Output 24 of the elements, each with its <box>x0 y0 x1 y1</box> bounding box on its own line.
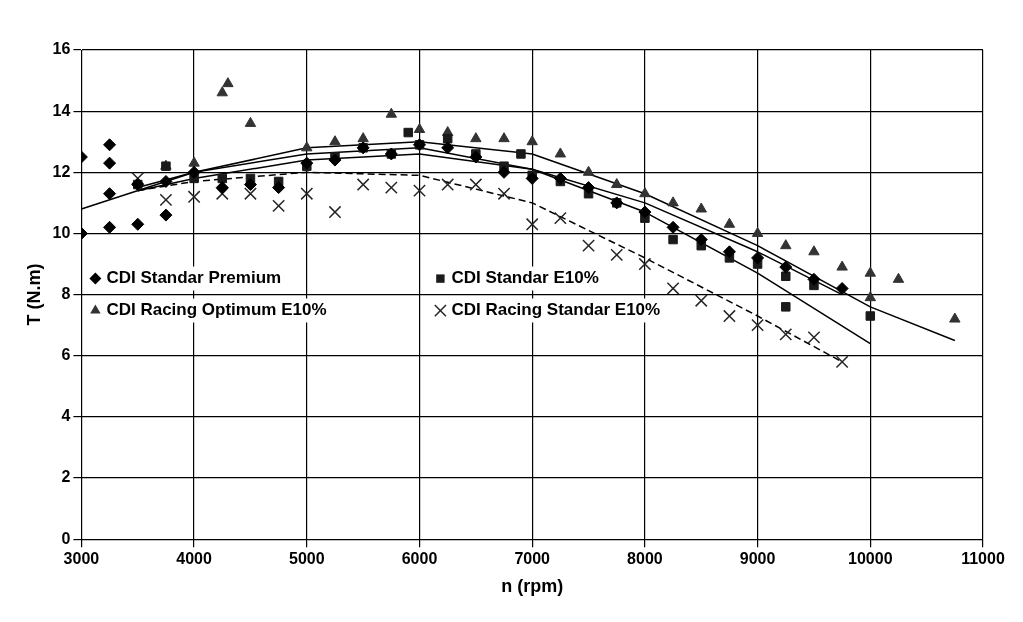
y-tick-label: 12 <box>52 162 71 180</box>
legend-label: CDI Standar E10% <box>451 268 599 288</box>
x-tick-label: 6000 <box>401 550 438 568</box>
y-tick-label: 4 <box>61 407 71 425</box>
x-tick-label: 5000 <box>289 550 325 568</box>
y-axis-title: T (N.m) <box>23 263 44 326</box>
y-tick-label: 10 <box>52 223 71 241</box>
x-tick-label: 10000 <box>848 550 893 568</box>
x-tick-label: 4000 <box>176 550 212 568</box>
y-tick-label: 14 <box>52 101 71 119</box>
y-tick-label: 8 <box>61 285 71 303</box>
y-tick-label: 16 <box>52 40 71 58</box>
x-tick-label: 11000 <box>961 550 1005 568</box>
y-tick-label: 2 <box>61 468 71 486</box>
legend-label: CDI Standar Premium <box>106 268 282 288</box>
legend-label: CDI Racing Standar E10% <box>451 300 661 320</box>
x-axis-title: n (rpm) <box>501 576 564 597</box>
x-tick-label: 8000 <box>627 550 663 568</box>
x-tick-label: 7000 <box>514 550 551 568</box>
legend-label: CDI Racing Optimum E10% <box>106 300 327 320</box>
y-tick-label: 0 <box>61 529 71 547</box>
x-tick-label: 3000 <box>63 550 100 568</box>
x-tick-label: 9000 <box>739 550 776 568</box>
y-tick-label: 6 <box>61 346 71 364</box>
